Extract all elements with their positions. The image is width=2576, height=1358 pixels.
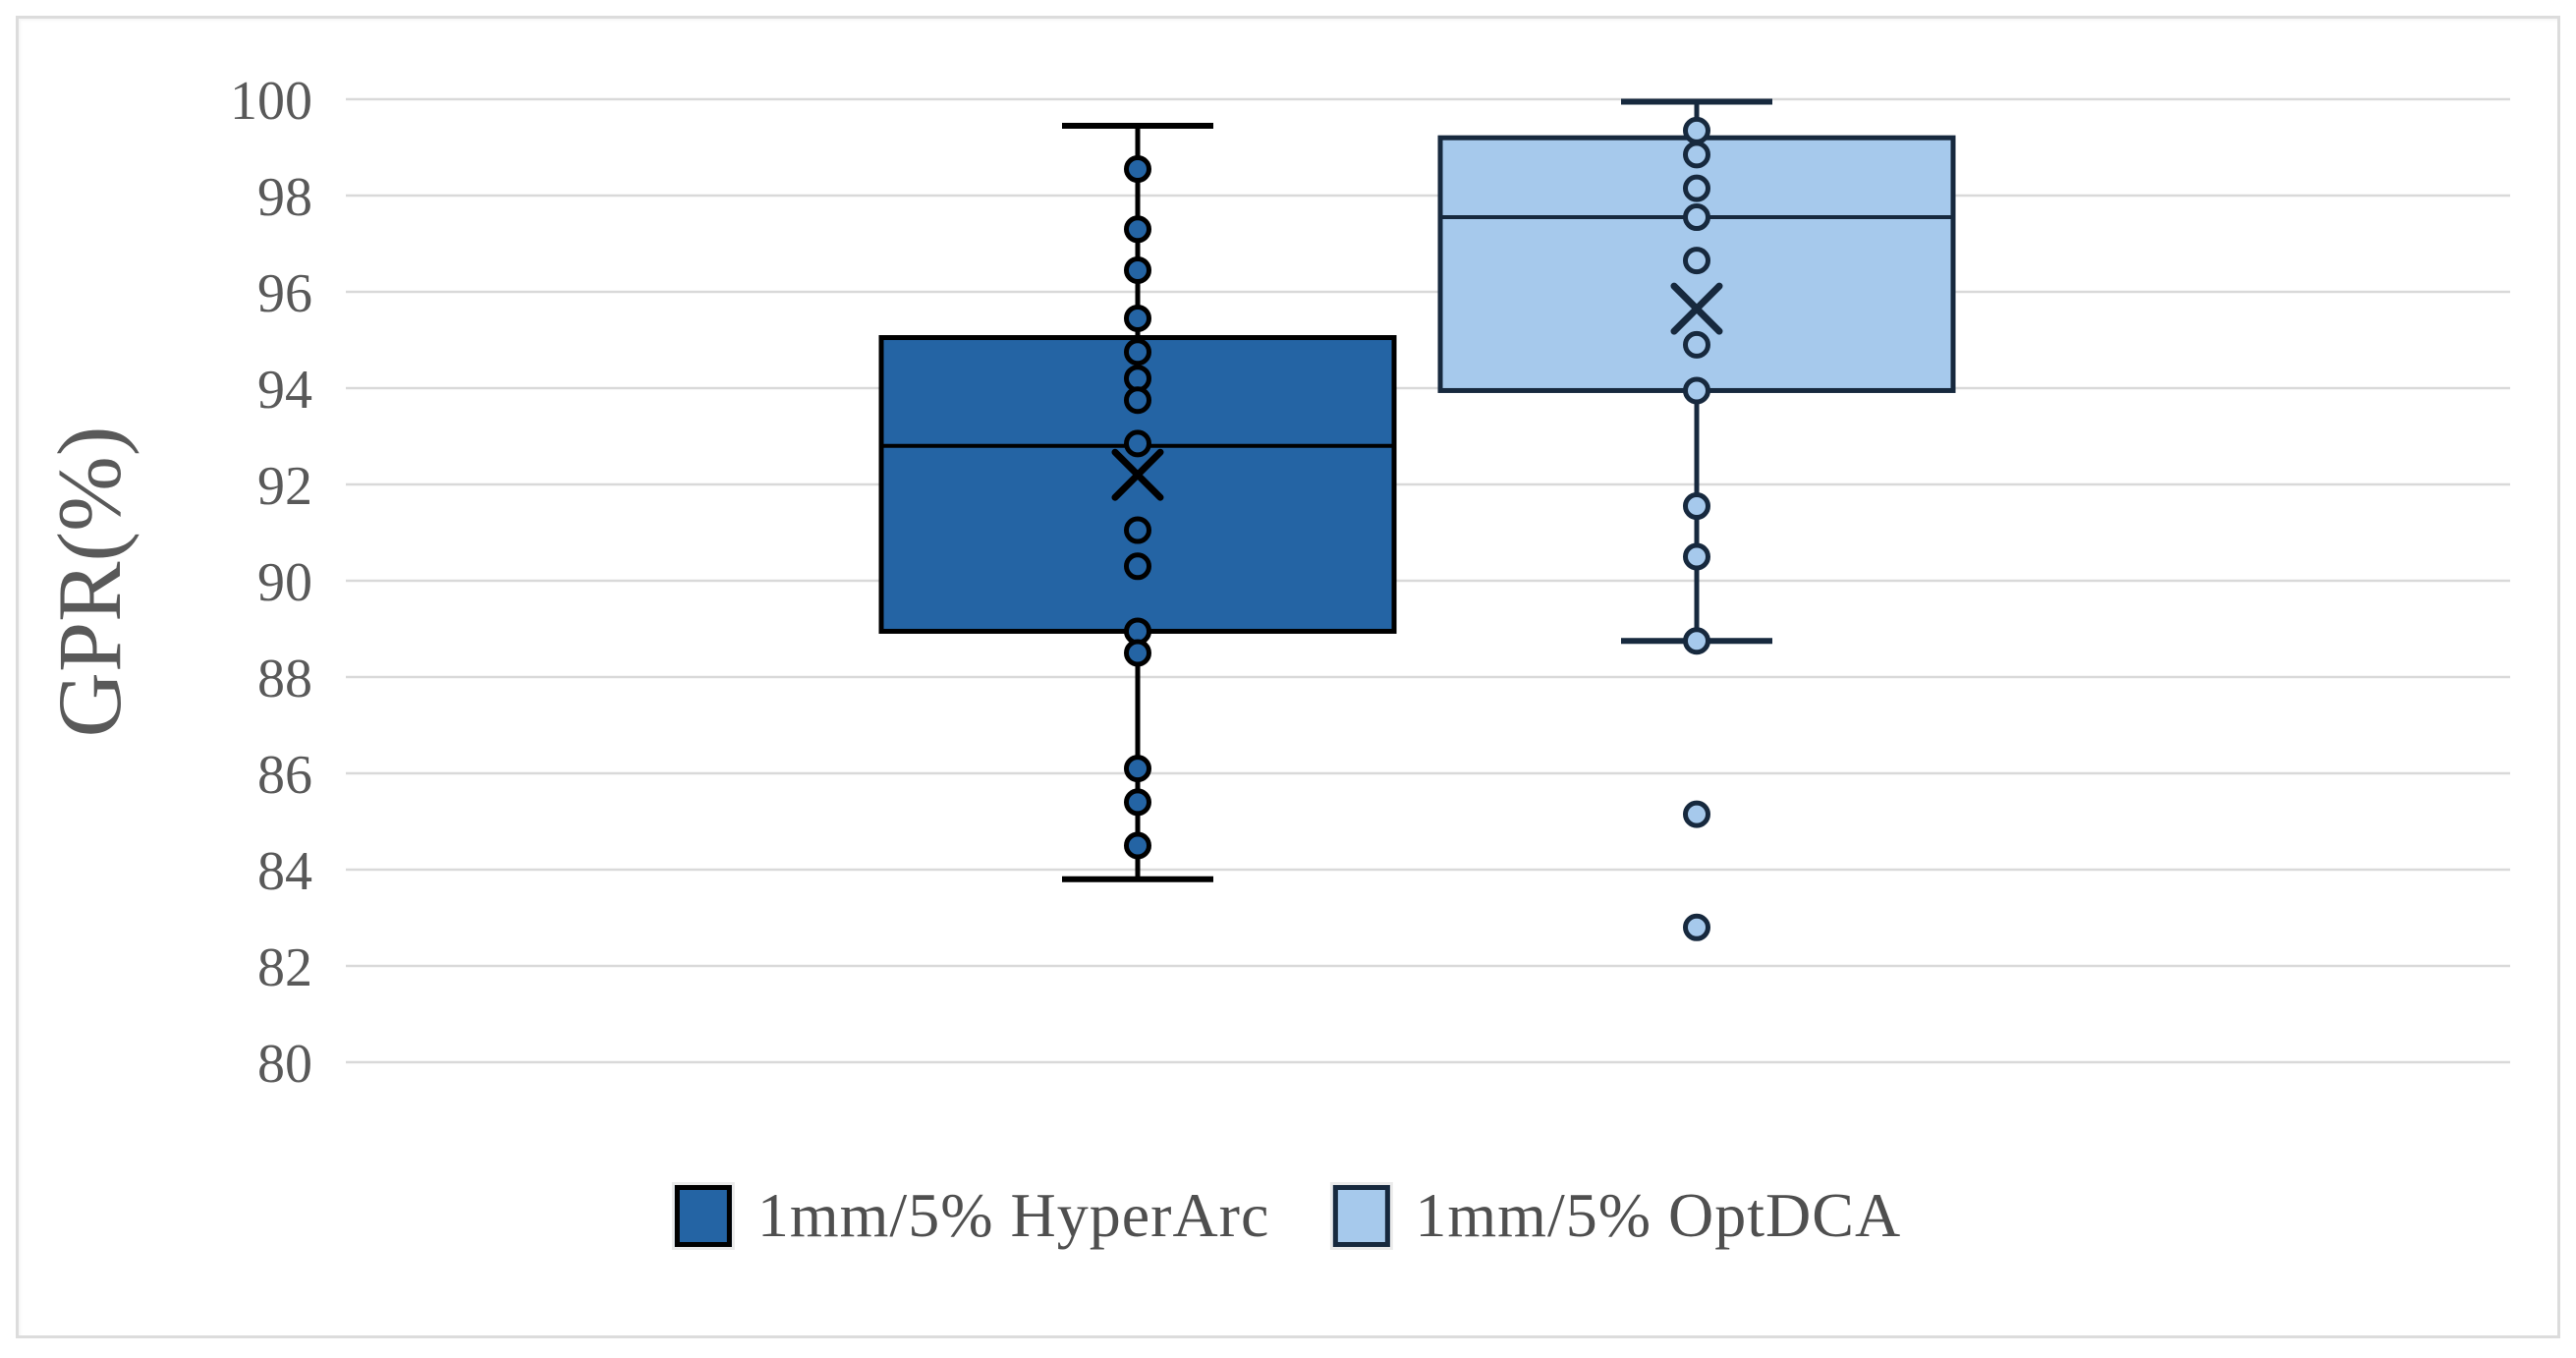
y-tick-label-94: 94 <box>257 360 312 421</box>
y-tick-label-92: 92 <box>257 456 312 517</box>
legend-swatch-optdca <box>1332 1184 1390 1247</box>
data-point-hyperarc-6 <box>1124 386 1151 415</box>
legend: 1mm/5% HyperArc 1mm/5% OptDCA <box>674 1179 1901 1252</box>
mean-marker-optdca <box>1670 282 1723 335</box>
legend-label-hyperarc: 1mm/5% HyperArc <box>756 1180 1270 1250</box>
data-point-hyperarc-14 <box>1124 831 1151 860</box>
data-point-optdca-9 <box>1683 627 1710 655</box>
outlier-optdca-0 <box>1683 800 1710 828</box>
data-point-hyperarc-0 <box>1124 155 1151 184</box>
data-point-hyperarc-1 <box>1124 215 1151 244</box>
y-tick-label-96: 96 <box>257 263 312 324</box>
data-point-hyperarc-2 <box>1124 255 1151 284</box>
outlier-optdca-1 <box>1683 913 1710 941</box>
y-tick-label-80: 80 <box>257 1034 312 1095</box>
y-tick-label-84: 84 <box>257 841 312 902</box>
data-point-optdca-0 <box>1683 116 1710 144</box>
data-point-hyperarc-4 <box>1124 338 1151 367</box>
data-point-optdca-6 <box>1683 376 1710 405</box>
data-point-optdca-5 <box>1683 330 1710 359</box>
data-point-optdca-1 <box>1683 141 1710 169</box>
legend-label-optdca: 1mm/5% OptDCA <box>1415 1180 1902 1250</box>
data-point-hyperarc-13 <box>1124 788 1151 817</box>
data-point-optdca-3 <box>1683 203 1710 232</box>
legend-item-optdca: 1mm/5% OptDCA <box>1332 1179 1901 1252</box>
data-point-optdca-7 <box>1683 492 1710 521</box>
y-axis-title: GPR(%) <box>39 426 140 738</box>
y-tick-label-90: 90 <box>257 552 312 613</box>
legend-item-hyperarc: 1mm/5% HyperArc <box>674 1179 1270 1252</box>
y-tick-label-86: 86 <box>257 745 312 806</box>
data-point-optdca-2 <box>1683 174 1710 202</box>
data-point-hyperarc-12 <box>1124 755 1151 783</box>
y-tick-label-100: 100 <box>230 71 312 132</box>
data-point-hyperarc-8 <box>1124 516 1151 544</box>
data-point-hyperarc-11 <box>1124 639 1151 667</box>
mean-marker-hyperarc <box>1111 448 1164 501</box>
y-tick-label-98: 98 <box>257 167 312 228</box>
y-tick-label-82: 82 <box>257 937 312 998</box>
data-point-hyperarc-7 <box>1124 429 1151 458</box>
y-tick-label-88: 88 <box>257 649 312 709</box>
data-point-optdca-4 <box>1683 247 1710 275</box>
data-point-hyperarc-3 <box>1124 304 1151 332</box>
data-point-hyperarc-9 <box>1124 552 1151 581</box>
legend-swatch-hyperarc <box>674 1184 732 1247</box>
data-point-optdca-8 <box>1683 542 1710 571</box>
